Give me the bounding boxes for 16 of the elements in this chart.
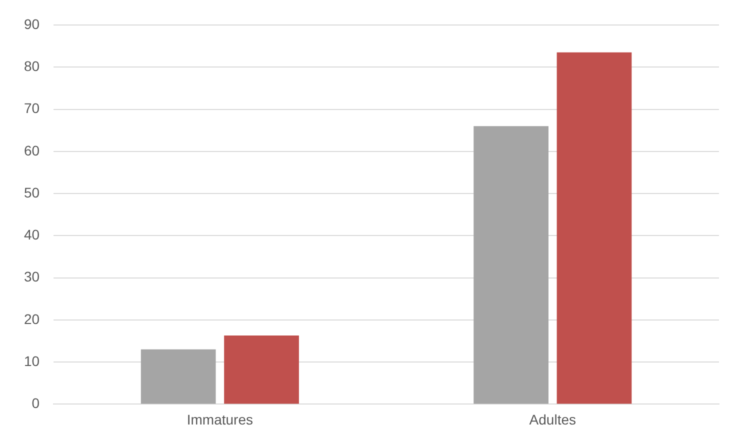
- y-tick-label: 40: [24, 226, 40, 243]
- y-tick-label: 50: [24, 184, 40, 200]
- bar: [140, 349, 216, 404]
- bar: [224, 336, 299, 404]
- bar: [556, 52, 632, 404]
- y-tick-label: 30: [24, 268, 40, 285]
- y-tick-label: 90: [24, 16, 40, 32]
- x-tick-label: Adultes: [529, 411, 576, 428]
- y-tick-label: 0: [32, 395, 40, 412]
- y-tick-label: 20: [24, 310, 40, 327]
- y-tick-label: 10: [24, 352, 40, 369]
- y-tick-label: 70: [24, 100, 40, 116]
- x-tick-label: Immatures: [186, 411, 253, 428]
- y-tick-label: 80: [24, 58, 40, 74]
- y-tick-label: 60: [24, 142, 40, 158]
- bar: [474, 126, 548, 404]
